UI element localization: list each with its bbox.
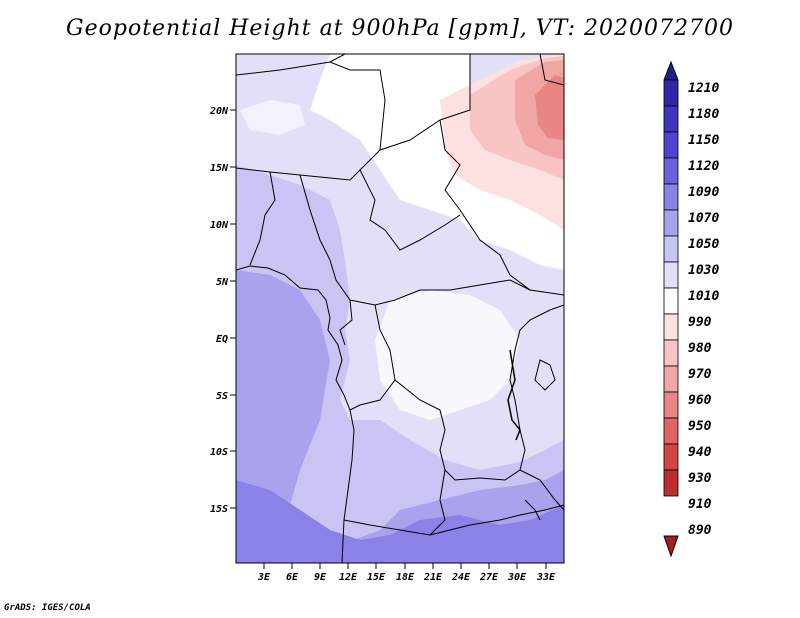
colorbar-segment [663, 131, 679, 159]
colorbar-label: 1090 [688, 185, 719, 200]
colorbar-label: 940 [688, 445, 712, 460]
lon-label: 15E [367, 572, 386, 583]
colorbar-segment [663, 469, 679, 497]
colorbar-label: 960 [688, 393, 712, 408]
lat-label: 15S [210, 504, 228, 515]
lon-label: 21E [423, 572, 443, 583]
colorbar-segment [663, 339, 679, 367]
colorbar-segment [663, 391, 679, 419]
colorbar-label: 1070 [688, 211, 719, 226]
lon-label: 3E [257, 572, 271, 583]
colorbar-segment [663, 183, 679, 211]
lon-label: 27E [479, 572, 499, 583]
colorbar-segment [663, 287, 679, 315]
height-field [236, 54, 564, 563]
colorbar-label: 910 [688, 497, 712, 512]
colorbar-label: 980 [688, 341, 712, 356]
contour-speckle [240, 100, 305, 135]
colorbar-label: 970 [688, 367, 712, 382]
contour-1030-1050 [236, 165, 564, 563]
latitude-axis: 20N 15N 10N 5N EQ 5S 10S 15S [209, 106, 236, 515]
lat-label: 10N [210, 220, 229, 231]
map-title: Geopotential Height at 900hPa [gpm], VT:… [66, 16, 734, 41]
colorbar-segment [663, 105, 679, 133]
colorbar-segment [663, 417, 679, 445]
colorbar-segment [663, 235, 679, 263]
contour-990-1010-interior [375, 290, 520, 420]
colorbar-bottom-arrow [663, 535, 679, 558]
colorbar-label: 950 [688, 419, 712, 434]
software-credit: GrADS: IGES/COLA [4, 603, 91, 613]
colorbar-segment [663, 79, 679, 107]
lon-label: 18E [396, 572, 415, 583]
longitude-axis: 3E 6E 9E 12E 15E 18E 21E 24E 27E 30E 33E [257, 563, 556, 583]
colorbar-label: 1150 [688, 133, 719, 148]
contour-950-960 [535, 75, 564, 140]
country-borders [236, 54, 564, 563]
colorbar: 1210 1180 1150 1120 1090 1070 1050 1030 1010 990 9… [663, 60, 719, 558]
lon-label: 6E [286, 572, 299, 583]
colorbar-label: 990 [688, 315, 712, 330]
lon-label: 24E [451, 572, 471, 583]
contour-1050-1070 [236, 270, 564, 563]
lat-label: 15N [210, 163, 229, 174]
colorbar-label: 1210 [688, 81, 719, 96]
colorbar-label: 1120 [688, 159, 719, 174]
lon-label: 12E [339, 572, 358, 583]
colorbar-label: 890 [688, 523, 712, 538]
colorbar-label: 1180 [688, 107, 719, 122]
lon-label: 33E [536, 572, 556, 583]
lat-label: 10S [210, 447, 228, 458]
map-frame [235, 53, 565, 564]
colorbar-segment [663, 443, 679, 471]
colorbar-segment [663, 261, 679, 289]
lat-label: 5N [216, 277, 229, 288]
contour-1070-1090 [236, 480, 564, 563]
contour-990-1010 [310, 54, 564, 270]
colorbar-label: 1030 [688, 263, 719, 278]
colorbar-segment [663, 313, 679, 341]
colorbar-segment [663, 157, 679, 185]
lat-label: EQ [216, 334, 228, 345]
lat-label: 5S [216, 391, 228, 402]
colorbar-label: 1050 [688, 237, 719, 252]
colorbar-segment [663, 365, 679, 393]
colorbar-top-arrow [663, 60, 679, 81]
lat-label: 20N [209, 106, 229, 117]
lon-label: 9E [314, 572, 327, 583]
colorbar-segment [663, 209, 679, 237]
lon-label: 30E [507, 572, 527, 583]
colorbar-label: 930 [688, 471, 712, 486]
colorbar-label: 1010 [688, 289, 719, 304]
